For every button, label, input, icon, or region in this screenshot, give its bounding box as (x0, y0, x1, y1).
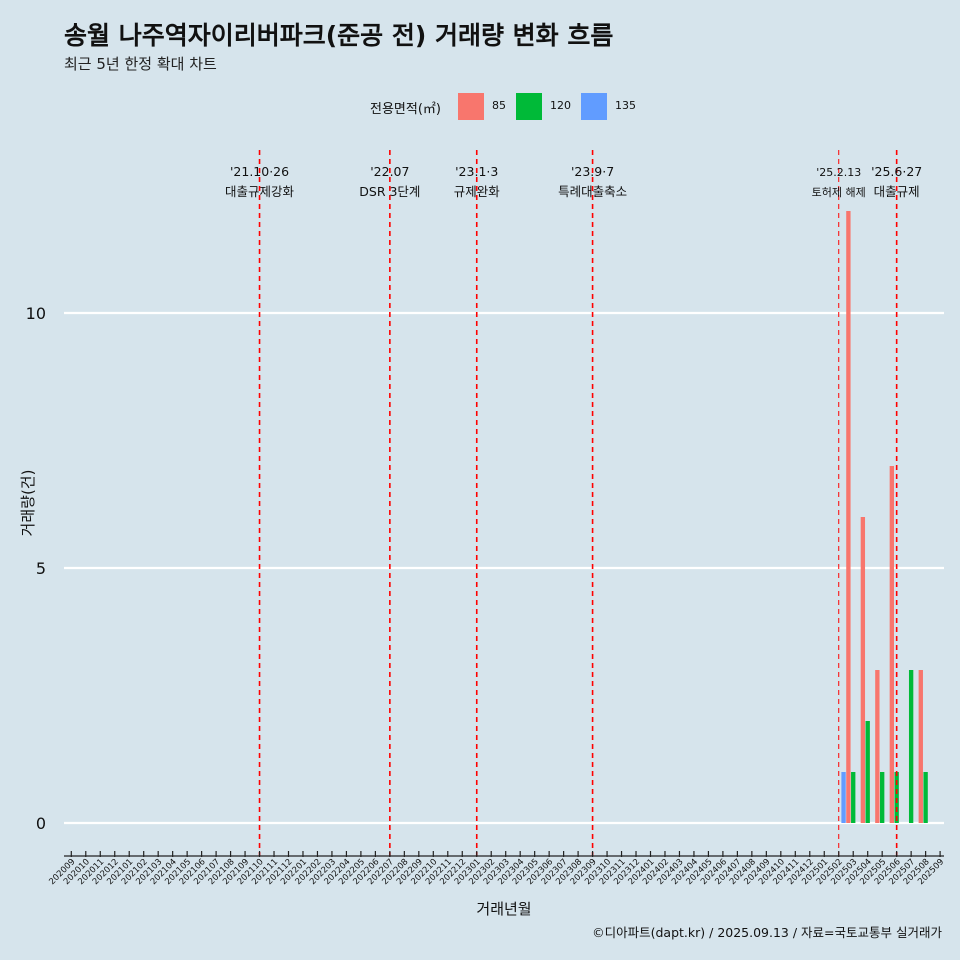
legend-label-135: 135 (615, 99, 636, 112)
bar-85-202503 (846, 211, 851, 823)
annotation-date: '22.07 (370, 164, 409, 179)
legend-title: 전용면적(㎡) (370, 102, 441, 117)
bar-85-202508 (918, 670, 923, 823)
bar-120-202507 (908, 670, 914, 823)
bar-85-202504 (860, 517, 866, 823)
legend-swatch-120 (516, 93, 542, 120)
annotation-label: 특례대출축소 (558, 184, 627, 199)
chart-subtitle: 최근 5년 한정 확대 차트 (64, 55, 217, 73)
bar-120-202504 (865, 721, 870, 823)
bar-120-202508 (923, 772, 928, 823)
legend-swatch-135 (581, 93, 607, 120)
legend-label-120: 120 (550, 99, 571, 112)
bar-120-202506 (894, 772, 899, 823)
bar-120-202505 (880, 772, 885, 823)
y-tick-label: 5 (36, 559, 46, 578)
annotation-label: 대출규제 (874, 184, 920, 199)
bar-120-202503 (851, 772, 856, 823)
bar-85-202505 (875, 670, 880, 823)
legend-label-85: 85 (492, 99, 506, 112)
annotation-label: 규제완화 (454, 184, 501, 199)
annotation-label: 대출규제강화 (225, 184, 295, 199)
legend-swatch-85 (458, 93, 484, 120)
bar-135-202502 (841, 772, 846, 823)
annotation-label: 토허제 해제 (812, 185, 866, 199)
y-tick-label: 10 (26, 304, 46, 323)
annotation-date: '21.10·26 (230, 164, 289, 179)
annotation-date: '25.6·27 (871, 164, 922, 179)
y-axis-title: 거래량(건) (19, 470, 37, 537)
chart-title: 송월 나주역자이리버파크(준공 전) 거래량 변화 흐름 (64, 21, 614, 50)
annotation-label: DSR 3단계 (359, 184, 420, 199)
bar-85-202506 (889, 466, 894, 823)
credit-text: ©디아파트(dapt.kr) / 2025.09.13 / 자료=국토교통부 실… (592, 925, 942, 940)
annotation-date: '23.1·3 (455, 164, 498, 179)
annotation-date: '23.9·7 (571, 164, 614, 179)
y-tick-label: 0 (36, 814, 46, 833)
annotation-date: '25.2.13 (816, 166, 861, 179)
x-axis-title: 거래년월 (476, 900, 531, 918)
